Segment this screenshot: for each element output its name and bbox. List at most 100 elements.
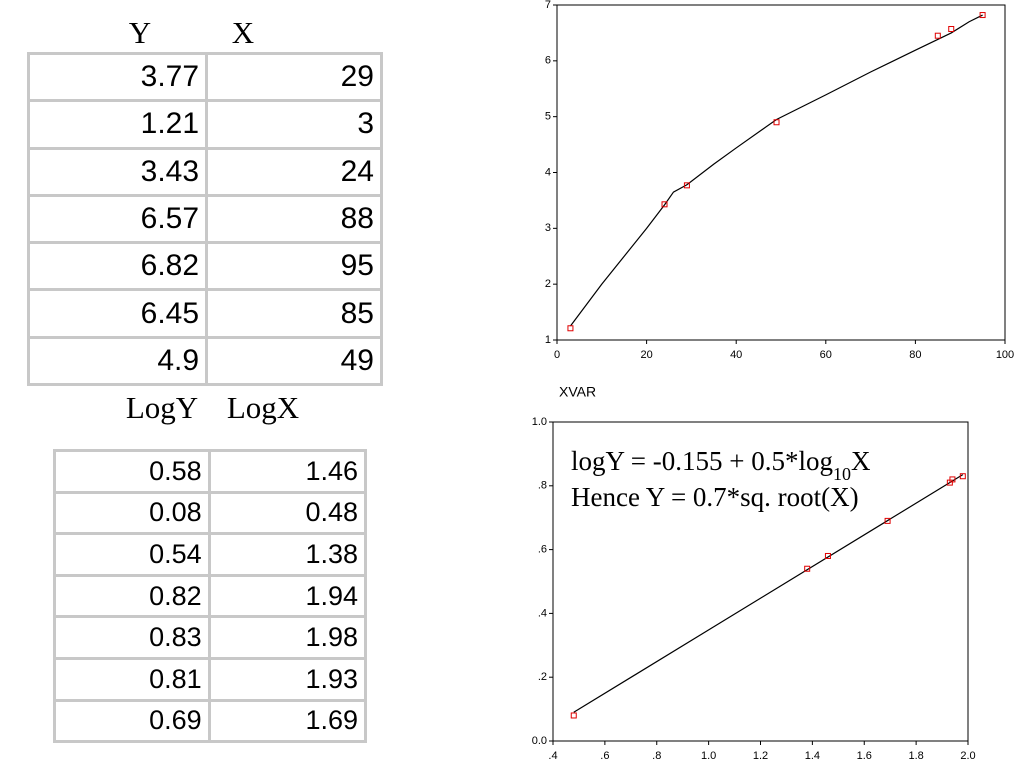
column-header: X (231, 15, 255, 50)
annotation: logY = -0.155 + 0.5*log10X (571, 446, 871, 484)
data-table: 0.58 1.46 0.08 0.48 0.54 1.38 0.82 1.94 0.83 1.98… (53, 449, 368, 744)
table-cell: 0.81 (53, 656, 211, 702)
y-tick-label: 6 (545, 55, 551, 67)
table-cell: 0.58 (53, 449, 211, 494)
table-row: 6.45 85 (26, 288, 383, 339)
annotation-part: 10 (833, 464, 851, 484)
plot-frame (556, 4, 1006, 341)
table-cell: 1.38 (207, 532, 368, 577)
x-tick-label: .4 (548, 750, 557, 762)
table-cell: 88 (205, 193, 383, 245)
table-cell: 1.46 (207, 449, 368, 494)
table-cell: 1.93 (207, 656, 368, 702)
x-tick-label: .6 (600, 750, 609, 762)
data-point (661, 201, 668, 208)
data-point (683, 182, 690, 189)
table-cell: 1.94 (207, 573, 368, 619)
table-row: 4.9 49 (26, 335, 383, 387)
y-tick-label: 1 (545, 334, 551, 346)
column-header: LogY (125, 390, 199, 425)
table-row: 0.58 1.46 (53, 449, 368, 494)
x-tick-label: 1.2 (753, 750, 768, 762)
y-tick-label: 2 (545, 278, 551, 290)
table-cell: 3.43 (26, 146, 209, 197)
table-row: 0.69 1.69 (53, 698, 368, 744)
x-tick-label: 80 (909, 349, 921, 361)
y-tick-label: .2 (538, 671, 547, 683)
y-tick-label: 4 (545, 166, 551, 178)
table-row: 0.81 1.93 (53, 656, 368, 702)
x-tick-label: .8 (652, 750, 661, 762)
x-tick-label: 0 (554, 349, 560, 361)
table-row: 6.57 88 (26, 193, 383, 245)
x-tick-label: 1.8 (908, 750, 923, 762)
table-row: 0.08 0.48 (53, 490, 368, 536)
data-point (948, 26, 955, 33)
y-tick-label: 7 (545, 0, 551, 11)
x-tick-label: 20 (640, 349, 652, 361)
data-point (570, 712, 577, 719)
data-point (946, 479, 953, 486)
y-tick-label: 5 (545, 111, 551, 123)
table-cell: 6.57 (26, 193, 209, 245)
table-row: 0.82 1.94 (53, 573, 368, 619)
data-table: 3.77 29 1.21 3 3.43 24 6.57 88 6.82 95 6.45 85 4.9 49 (26, 51, 383, 387)
table-cell: 0.82 (53, 573, 211, 619)
data-point (773, 119, 780, 126)
table-cell: 29 (205, 51, 383, 103)
y-tick-label: 3 (545, 222, 551, 234)
x-tick-label: 2.0 (960, 750, 975, 762)
column-header: Y (128, 15, 152, 50)
y-tick-label: .6 (538, 544, 547, 556)
table-cell: 0.83 (53, 615, 211, 660)
table-row: 3.43 24 (26, 146, 383, 197)
annotation-part: logY = -0.155 + 0.5*log (571, 446, 833, 476)
table-row: 0.83 1.98 (53, 615, 368, 660)
y-tick-label: .8 (538, 480, 547, 492)
table-cell: 85 (205, 288, 383, 339)
annotation-part: Hence Y = 0.7*sq. root(X) (571, 482, 859, 512)
x-tick-label: 60 (820, 349, 832, 361)
x-tick-label: 1.0 (701, 750, 716, 762)
x-tick-label: 40 (730, 349, 742, 361)
fit-line (573, 474, 964, 713)
data-point (804, 565, 811, 572)
table-cell: 6.82 (26, 241, 209, 292)
table-row: 6.82 95 (26, 241, 383, 292)
table-row: 1.21 3 (26, 99, 383, 150)
table-cell: 49 (205, 335, 383, 387)
data-point (567, 325, 574, 332)
table-cell: 24 (205, 146, 383, 197)
data-point (934, 32, 941, 39)
x-tick-label: 1.6 (857, 750, 872, 762)
table-cell: 0.48 (207, 490, 368, 536)
x-axis-title: XVAR (559, 384, 596, 400)
table-cell: 1.69 (207, 698, 368, 744)
data-point (979, 12, 986, 19)
table-cell: 4.9 (26, 335, 209, 387)
table-cell: 1.21 (26, 99, 209, 150)
fit-line (569, 14, 983, 327)
y-tick-label: .4 (538, 607, 547, 619)
column-header: LogX (226, 390, 300, 425)
annotation-part: X (851, 446, 871, 476)
table-cell: 6.45 (26, 288, 209, 339)
y-tick-label: 1.0 (532, 416, 547, 428)
table-cell: 0.69 (53, 698, 211, 744)
table-cell: 0.08 (53, 490, 211, 536)
annotation: Hence Y = 0.7*sq. root(X) (571, 482, 859, 512)
table-cell: 3.77 (26, 51, 209, 103)
data-point (884, 517, 891, 524)
x-tick-label: 100 (996, 349, 1014, 361)
table-cell: 1.98 (207, 615, 368, 660)
x-tick-label: 1.4 (805, 750, 820, 762)
data-point (959, 473, 966, 480)
table-cell: 3 (205, 99, 383, 150)
table-cell: 0.54 (53, 532, 211, 577)
table-cell: 95 (205, 241, 383, 292)
table-row: 0.54 1.38 (53, 532, 368, 577)
y-tick-label: 0.0 (532, 735, 547, 747)
table-row: 3.77 29 (26, 51, 383, 103)
